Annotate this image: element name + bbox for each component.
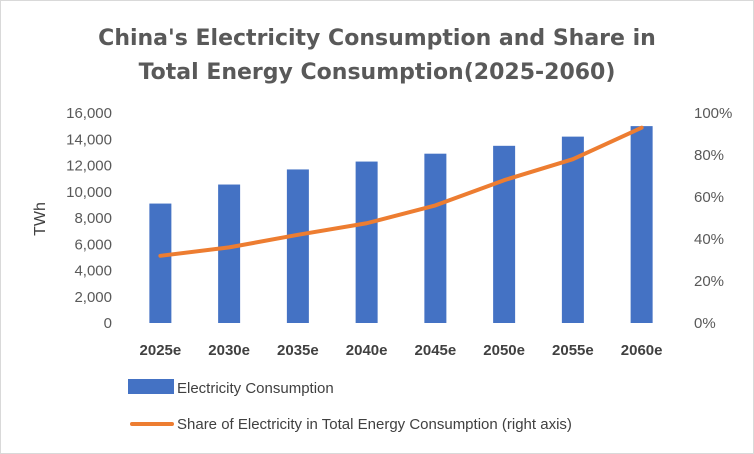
bar (631, 126, 653, 323)
bar (562, 137, 584, 323)
plot-area: 0 2,000 4,000 6,000 8,000 10,000 12,000 14,000 1… (66, 105, 732, 359)
chart: China's Electricity Consumption and Shar… (0, 0, 754, 454)
y-tick-label: 14,000 (66, 131, 112, 148)
y-tick-label: 16,000 (66, 105, 112, 122)
legend-label-line: Share of Electricity in Total Energy Con… (177, 416, 572, 433)
chart-title-line-2: Total Energy Consumption(2025-2060) (139, 60, 616, 85)
y-tick-label: 0 (104, 315, 112, 332)
bar (218, 185, 240, 323)
y2-tick-label: 40% (694, 231, 724, 248)
x-tick-label: 2045e (415, 342, 457, 359)
y2-tick-label: 60% (694, 189, 724, 206)
x-tick-label: 2050e (483, 342, 525, 359)
y2-tick-label: 0% (694, 315, 716, 332)
chart-title-line-1: China's Electricity Consumption and Shar… (98, 26, 656, 51)
bar (356, 162, 378, 323)
y2-tick-label: 100% (694, 105, 732, 122)
x-tick-label: 2060e (621, 342, 663, 359)
legend: Electricity Consumption Share of Electric… (128, 379, 572, 433)
x-tick-label: 2035e (277, 342, 319, 359)
y-tick-label: 6,000 (74, 236, 112, 253)
bar (493, 146, 515, 323)
y-tick-label: 2,000 (74, 289, 112, 306)
x-tick-label: 2030e (208, 342, 250, 359)
bar (424, 154, 446, 323)
y-tick-label: 10,000 (66, 184, 112, 201)
legend-swatch-bar (128, 379, 174, 394)
bar (287, 169, 309, 323)
y-tick-label: 4,000 (74, 263, 112, 280)
y2-tick-label: 80% (694, 147, 724, 164)
y-tick-label: 8,000 (74, 210, 112, 227)
legend-label-bar: Electricity Consumption (177, 380, 334, 397)
y2-tick-label: 20% (694, 273, 724, 290)
x-tick-label: 2025e (140, 342, 182, 359)
y-axis-title: TWh (32, 202, 49, 236)
x-tick-label: 2040e (346, 342, 388, 359)
x-tick-label: 2055e (552, 342, 594, 359)
bar (149, 204, 171, 323)
y-tick-label: 12,000 (66, 158, 112, 175)
